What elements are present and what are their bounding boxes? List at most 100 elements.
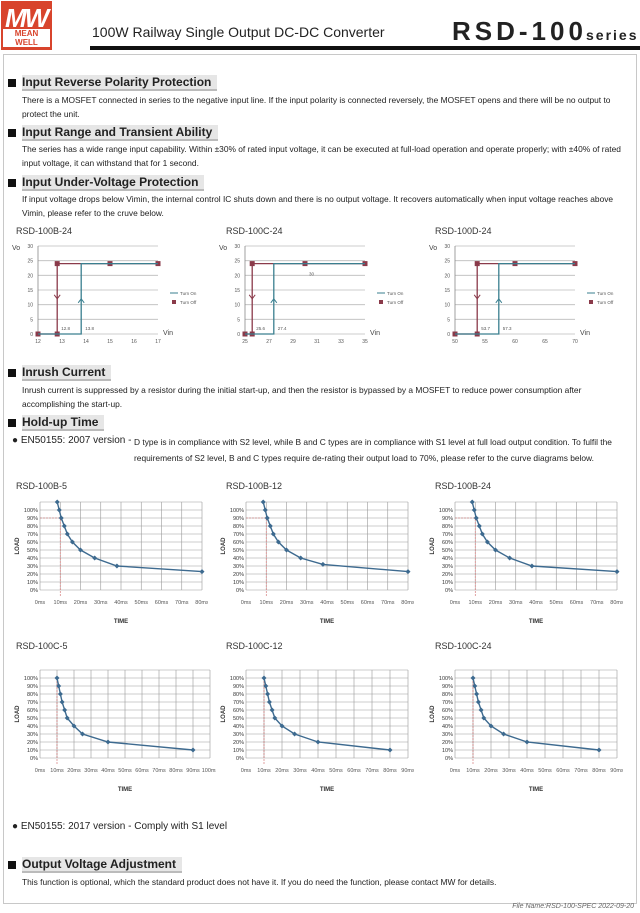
x-tick-label: 50 [452,339,458,345]
data-point-marker [275,539,281,545]
y-tick-label: 80% [233,692,244,698]
data-point-marker [58,515,64,521]
data-point-marker [264,515,270,521]
uvp-chart-c24: 0 5 10 15 20 25 30 25 27 29 31 33 35 Vo Vin 25.6 27.4 30 T… [219,244,404,345]
y-tick-label: 25 [234,259,240,265]
x-tick-label: 80ms [195,600,208,606]
data-point-marker [472,683,478,689]
y-tick-label: 70% [233,700,244,706]
y-tick-label: 40% [442,556,453,562]
y-tick-label: 60% [27,540,38,546]
data-point-marker [471,507,477,513]
section-heading-input-range: Input Range and Transient Ability [8,125,219,141]
x-tick-label: 20ms [280,600,294,606]
x-tick-label: 40ms [520,768,534,774]
chart-title: RSD-100C-24 [226,226,283,236]
holdup-chart-c24: 0% 10% 20% 30% 40% 50% 60% 70% 80% 90% 100% 0ms 10ms… [430,669,623,793]
x-tick-label: 20ms [489,600,503,606]
data-point-marker [71,723,77,729]
data-point-marker [524,739,530,745]
y-tick-label: 30 [234,244,240,250]
y-tick-label: 10% [233,580,244,586]
y-tick-label: 50% [233,716,244,722]
y-tick-label: 30% [233,732,244,738]
y-tick-label: 0 [237,332,240,338]
data-point-marker [279,723,285,729]
y-axis-label: Vo [12,245,20,252]
x-tick-label: 65 [542,339,548,345]
x-tick-label: 31 [314,339,320,345]
y-tick-label: 100% [230,676,244,682]
y-tick-label: 70% [442,700,453,706]
y-tick-label: 15 [234,288,240,294]
x-tick-label: 30ms [502,768,516,774]
product-subtitle: 100W Railway Single Output DC-DC Convert… [92,24,385,40]
holdup-curve [263,677,391,751]
turn-off-line [38,262,158,335]
x-tick-label: 0ms [35,600,46,606]
data-point-marker [269,707,275,713]
x-tick-label: 70ms [365,768,379,774]
y-tick-label: 40% [27,724,38,730]
bullet-square-icon [8,419,16,427]
threshold-annotation: 25.6 [256,326,265,331]
series-label: series [586,27,639,43]
x-tick-label: 70 [572,339,578,345]
x-tick-label: 30ms [84,768,98,774]
y-tick-label: 0% [30,588,38,594]
y-axis-label: LOAD [15,537,21,555]
bullet-square-icon [8,79,16,87]
y-tick-label: 20% [233,572,244,578]
threshold-annotation: 53.7 [481,326,490,331]
x-tick-label: 15 [107,339,113,345]
holdup-bullet-text: D type is in compliance with S2 level, w… [134,437,612,463]
data-point-marker [493,547,498,553]
y-tick-label: 10% [442,748,453,754]
data-point-marker [476,523,482,529]
data-point-marker [470,675,476,681]
y-tick-label: 50% [27,548,38,554]
y-tick-label: 90% [27,516,38,522]
x-axis-label: TIME [114,619,128,625]
y-tick-label: 80% [442,692,453,698]
x-tick-label: 33 [338,339,344,345]
x-tick-label: 40ms [114,600,128,606]
x-tick-label: 70ms [175,600,189,606]
bullet-square-icon [8,129,16,137]
y-tick-label: 10% [442,580,453,586]
x-tick-label: 13 [59,339,65,345]
x-tick-label: 40ms [311,768,325,774]
x-tick-label: 10ms [469,600,483,606]
section-heading-reverse-polarity: Input Reverse Polarity Protection [8,75,218,91]
data-point-marker [64,531,70,537]
down-arrow-icon [248,294,256,300]
y-tick-label: 60% [442,540,453,546]
x-tick-label: 0ms [241,600,252,606]
data-point-marker [54,499,60,505]
mean-well-logo: MW MEAN WELL [1,1,52,50]
x-tick-label: 10ms [257,768,271,774]
holdup-curve [471,501,618,573]
holdup-curve [56,677,194,751]
holdup-curve [262,501,409,573]
x-tick-label: 100ms [202,768,216,774]
y-tick-label: 10 [444,303,450,309]
x-tick-label: 60ms [361,600,375,606]
y-tick-label: 20 [444,273,450,279]
y-tick-label: 10% [233,748,244,754]
x-tick-label: 20ms [275,768,289,774]
x-tick-label: 0ms [35,768,46,774]
data-point-marker [260,499,266,505]
section-title: Input Under-Voltage Protection [22,175,205,191]
turn-off-line [245,262,365,335]
legend-turn-off-swatch [379,300,383,304]
legend-turn-off-swatch [589,300,593,304]
y-tick-label: 30% [233,564,244,570]
data-point-marker [114,563,120,569]
up-arrow-icon [270,297,278,304]
data-point-marker [54,675,60,681]
x-axis-label: TIME [320,787,334,793]
y-tick-label: 60% [27,708,38,714]
y-tick-label: 10 [234,303,240,309]
x-tick-label: 20ms [67,768,81,774]
